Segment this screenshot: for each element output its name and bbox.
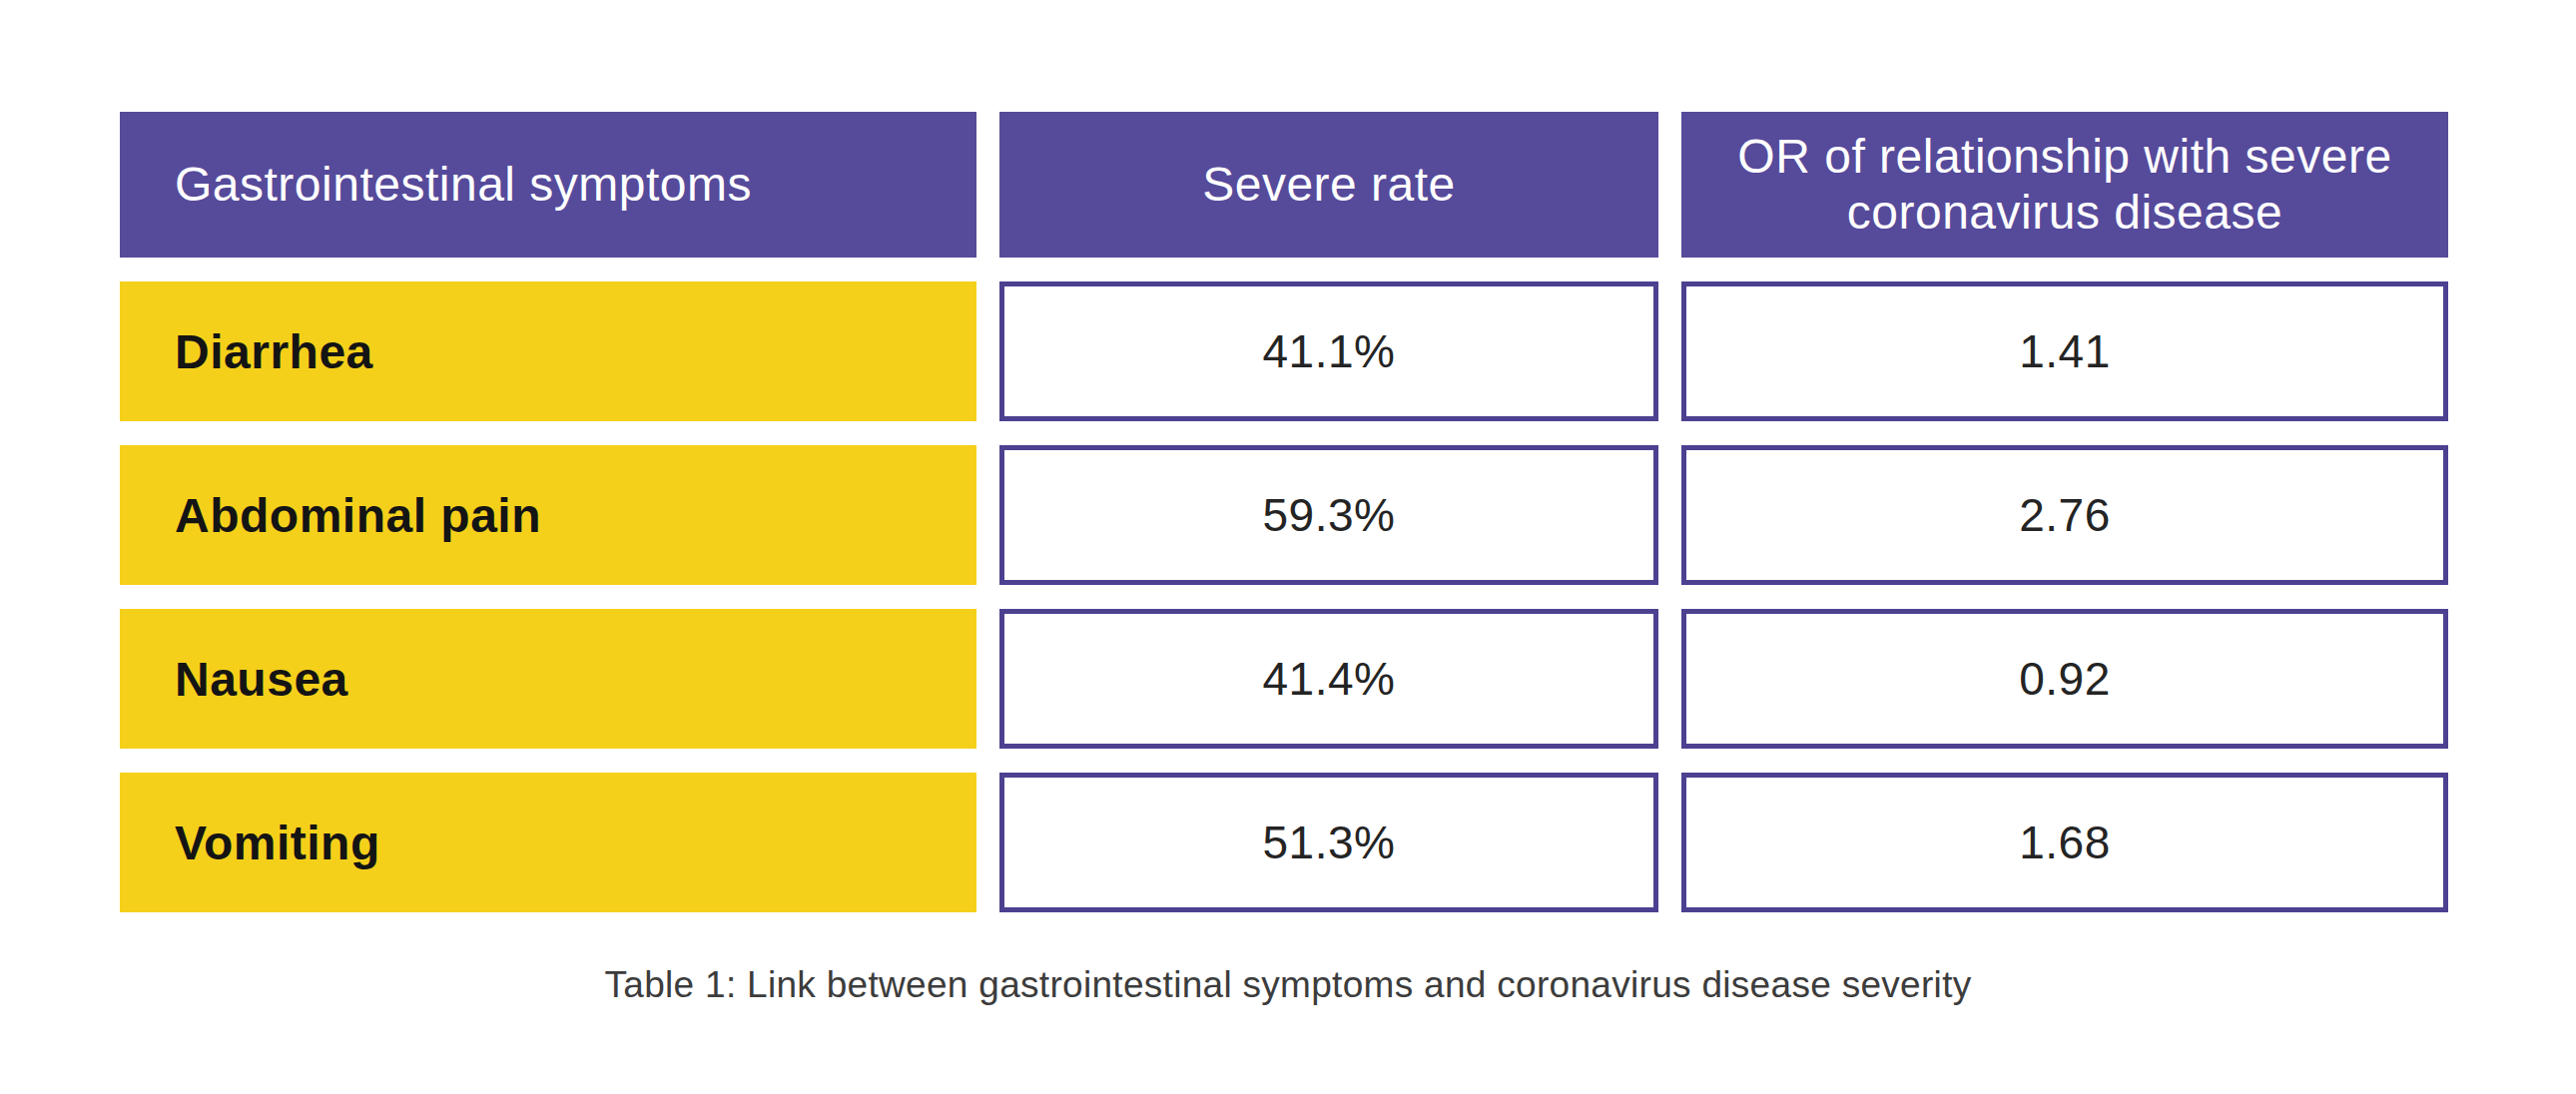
odds-ratio-cell-nausea: 0.92 [1681, 609, 2448, 749]
column-header-severe-rate: Severe rate [999, 112, 1658, 258]
severe-rate-cell-abdominal-pain: 59.3% [999, 445, 1658, 585]
table-caption: Table 1: Link between gastrointestinal s… [0, 964, 2576, 1006]
column-header-gastrointestinal-symptoms: Gastrointestinal symptoms [120, 112, 976, 258]
symptom-cell-abdominal-pain: Abdominal pain [120, 445, 976, 585]
odds-ratio-cell-abdominal-pain: 2.76 [1681, 445, 2448, 585]
table-figure: Gastrointestinal symptoms Severe rate OR… [0, 0, 2576, 1094]
symptom-cell-nausea: Nausea [120, 609, 976, 749]
severe-rate-cell-diarrhea: 41.1% [999, 281, 1658, 421]
symptoms-table: Gastrointestinal symptoms Severe rate OR… [120, 112, 2448, 912]
odds-ratio-cell-vomiting: 1.68 [1681, 773, 2448, 912]
severe-rate-cell-nausea: 41.4% [999, 609, 1658, 749]
column-header-odds-ratio: OR of relationship with severe coronavir… [1681, 112, 2448, 258]
symptom-cell-diarrhea: Diarrhea [120, 281, 976, 421]
odds-ratio-cell-diarrhea: 1.41 [1681, 281, 2448, 421]
severe-rate-cell-vomiting: 51.3% [999, 773, 1658, 912]
symptom-cell-vomiting: Vomiting [120, 773, 976, 912]
